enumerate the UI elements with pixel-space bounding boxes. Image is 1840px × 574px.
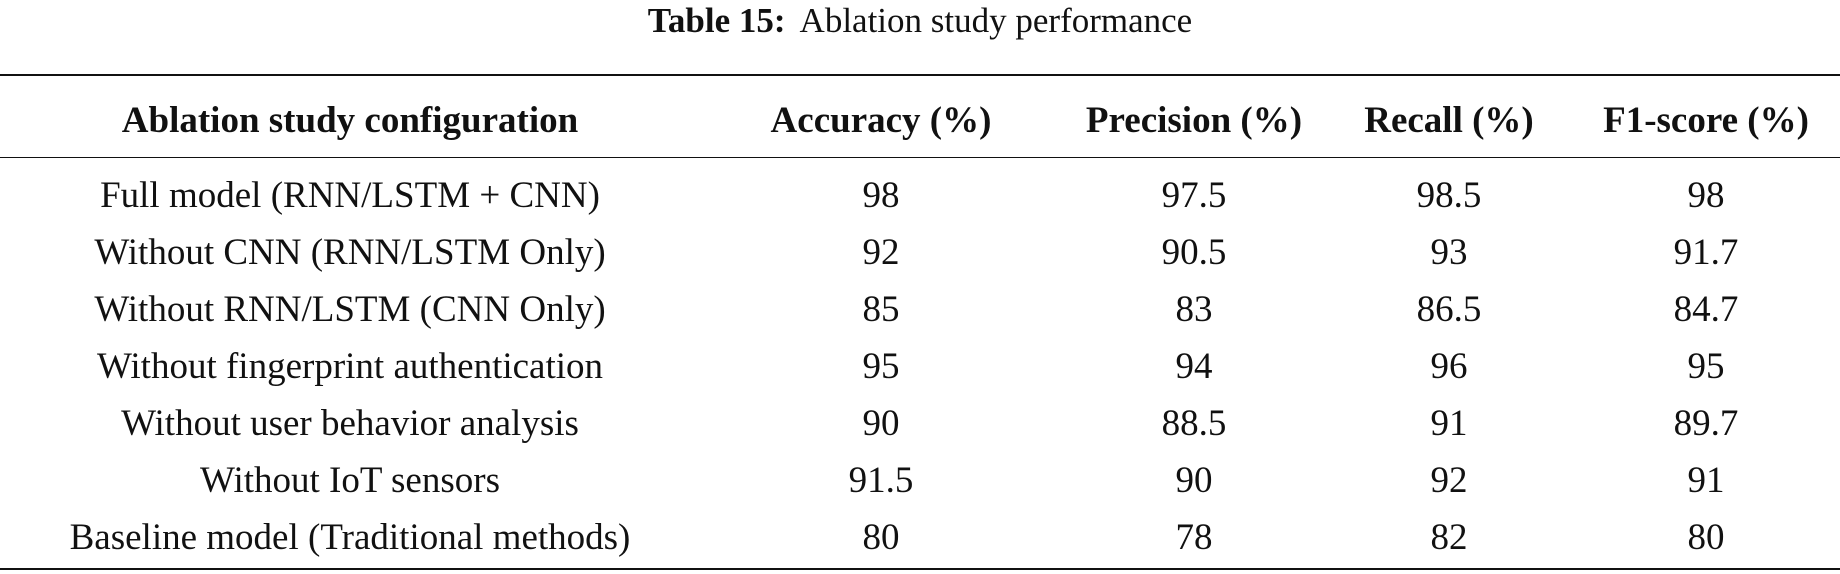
f1-score-cell: 80 (1687, 517, 1725, 558)
accuracy-cell: 91.5 (848, 460, 914, 501)
precision-cell: 90.5 (1161, 232, 1227, 273)
accuracy-cell: 92 (862, 232, 900, 273)
header-row: Ablation study configuration Accuracy (%… (0, 76, 1840, 161)
recall-cell: 86.5 (1416, 289, 1482, 330)
caption-title: Ablation study performance (799, 1, 1193, 40)
caption-label: Table 15: (647, 1, 786, 40)
f1-score-cell: 91 (1687, 460, 1725, 501)
precision-cell: 97.5 (1161, 175, 1227, 216)
accuracy-cell: 85 (862, 289, 900, 330)
table-row: Without user behavior analysis 90 88.5 9… (0, 395, 1840, 452)
top-rule (0, 74, 1840, 76)
header-configuration: Ablation study configuration (121, 100, 579, 141)
config-cell: Without IoT sensors (200, 460, 500, 501)
recall-cell: 91 (1430, 403, 1468, 444)
header-precision: Precision (%) (1085, 100, 1303, 141)
precision-cell: 78 (1175, 517, 1213, 558)
recall-cell: 96 (1430, 346, 1468, 387)
header-recall: Recall (%) (1364, 100, 1534, 141)
precision-cell: 90 (1175, 460, 1213, 501)
precision-cell: 94 (1175, 346, 1213, 387)
table-row: Full model (RNN/LSTM + CNN) 98 97.5 98.5… (0, 161, 1840, 224)
table-caption: Table 15: Ablation study performance (0, 0, 1840, 42)
config-cell: Without fingerprint authentication (96, 346, 604, 387)
config-cell: Without CNN (RNN/LSTM Only) (94, 232, 606, 273)
f1-score-cell: 89.7 (1673, 403, 1739, 444)
accuracy-cell: 80 (862, 517, 900, 558)
table-row: Baseline model (Traditional methods) 80 … (0, 509, 1840, 566)
accuracy-cell: 90 (862, 403, 900, 444)
table-row: Without CNN (RNN/LSTM Only) 92 90.5 93 9… (0, 224, 1840, 281)
header-rule (0, 157, 1840, 158)
config-cell: Without user behavior analysis (121, 403, 579, 444)
f1-score-cell: 91.7 (1673, 232, 1739, 273)
precision-cell: 88.5 (1161, 403, 1227, 444)
header-f1-score: F1-score (%) (1603, 100, 1809, 141)
config-cell: Without RNN/LSTM (CNN Only) (94, 289, 606, 330)
precision-cell: 83 (1175, 289, 1213, 330)
config-cell: Full model (RNN/LSTM + CNN) (100, 175, 600, 216)
f1-score-cell: 95 (1687, 346, 1725, 387)
accuracy-cell: 95 (862, 346, 900, 387)
f1-score-cell: 98 (1687, 175, 1725, 216)
bottom-rule (0, 568, 1840, 570)
header-accuracy: Accuracy (%) (770, 100, 992, 141)
accuracy-cell: 98 (862, 175, 900, 216)
recall-cell: 92 (1430, 460, 1468, 501)
recall-cell: 98.5 (1416, 175, 1482, 216)
table-row: Without IoT sensors 91.5 90 92 91 (0, 452, 1840, 509)
recall-cell: 93 (1430, 232, 1468, 273)
f1-score-cell: 84.7 (1673, 289, 1739, 330)
table-row: Without fingerprint authentication 95 94… (0, 338, 1840, 395)
table-row: Without RNN/LSTM (CNN Only) 85 83 86.5 8… (0, 281, 1840, 338)
ablation-table: Ablation study configuration Accuracy (%… (0, 76, 1840, 566)
recall-cell: 82 (1430, 517, 1468, 558)
config-cell: Baseline model (Traditional methods) (69, 517, 631, 558)
